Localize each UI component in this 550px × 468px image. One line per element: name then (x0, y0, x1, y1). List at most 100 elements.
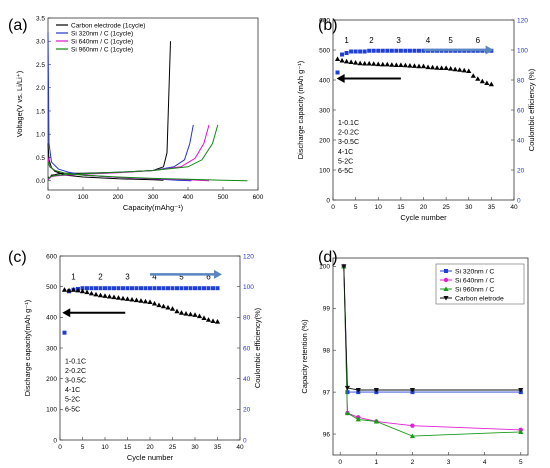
efficiency-point (211, 286, 215, 291)
plot-frame (59, 255, 241, 441)
efficiency-point (412, 48, 417, 53)
capacity-point (425, 64, 431, 70)
capacity-point (151, 300, 158, 306)
capacity-point (466, 68, 472, 73)
y-tick-label: 600 (46, 253, 57, 260)
x-tick-label: 0 (58, 444, 62, 451)
series-marker (518, 388, 524, 393)
capacity-point (339, 57, 345, 63)
y-tick-label: 300 (46, 345, 57, 352)
series-marker (344, 385, 351, 391)
rate-label: 4-1C (338, 149, 353, 156)
capacity-point (443, 65, 449, 70)
y-tick-label: 98 (323, 348, 331, 355)
efficiency-point (206, 286, 211, 291)
y-tick-label: 0 (53, 437, 57, 444)
x-tick-label: 25 (169, 444, 177, 451)
series-line (343, 266, 521, 391)
capacity-point (348, 59, 354, 64)
legend: Si 320nm / C Si 640nm / C Si 960nm / C Carb… (435, 263, 525, 305)
efficiency-point (85, 286, 89, 291)
capacity-point (138, 298, 144, 303)
y-axis-label: Discharge capacity(mAh g⁻¹) (23, 299, 32, 396)
efficiency-point (130, 286, 134, 291)
y2-tick-label: 80 (517, 77, 525, 84)
efficiency-point (107, 286, 112, 291)
capacity-point (366, 60, 372, 66)
panel-label: (c) (8, 249, 27, 266)
series-marker (443, 277, 449, 283)
capacity-point (402, 62, 408, 68)
legend-label: Si 640nm / C (455, 277, 494, 284)
y2-tick-label: 100 (517, 47, 528, 54)
legend-label: Carbon eletrode (455, 295, 504, 302)
efficiency-point (62, 330, 67, 335)
x-tick-label: 100 (78, 194, 89, 201)
series-marker (345, 390, 350, 395)
arrow-right-head (485, 45, 494, 55)
x-tick-label: 30 (465, 204, 473, 211)
x-tick-label: 40 (236, 444, 244, 451)
capacity-point (407, 63, 413, 68)
panel-b: 0 5 10 15 20 25 30 35 400100200300400500600Cycle… (296, 17, 536, 222)
segment-label: 4 (152, 273, 157, 282)
capacity-point (129, 296, 135, 302)
series-marker (341, 264, 347, 269)
capacity-point (84, 289, 90, 295)
segment-label: 6 (206, 273, 211, 282)
y-tick-label: 600 (319, 17, 330, 24)
efficiency-point (385, 48, 390, 53)
rate-label: 1-0.1C (65, 358, 86, 365)
capacity-point (389, 62, 395, 67)
y2-axis-label: Coulombic efficiency (%) (527, 68, 536, 151)
efficiency-point (193, 286, 197, 291)
y-axis-label: Discharge capacity (mAh g⁻¹) (296, 60, 305, 159)
efficiency-point (340, 52, 345, 57)
x-tick-label: 5 (81, 444, 85, 451)
efficiency-point (380, 48, 385, 53)
rate-label: 3-0.5C (338, 139, 359, 146)
x-tick-label: 300 (148, 194, 159, 201)
rate-label: 1-0.1C (338, 120, 359, 127)
panel-a: 0 100 200 300 400 500 600 0.0 0.5 1.0 1.5 2.0 2.5 3.0… (8, 15, 264, 212)
capacity-point (102, 293, 108, 298)
y-tick-label: 400 (46, 315, 57, 322)
capacity-point (439, 65, 445, 70)
legend-label: Carbon electrode (1cycle) (71, 22, 145, 29)
capacity-point (457, 67, 463, 72)
capacity-point (174, 308, 180, 314)
efficiency-point (125, 286, 130, 291)
series-marker (355, 388, 361, 393)
x-tick-label: 1 (375, 459, 379, 466)
rate-label: 5-2C (338, 158, 353, 165)
segment-label: 6 (476, 36, 481, 45)
capacity-point (115, 295, 122, 300)
y-tick-label: 3.0 (36, 39, 45, 46)
capacity-point (452, 66, 458, 72)
capacity-point (165, 304, 171, 310)
x-tick-label: 2 (411, 459, 415, 466)
efficiency-point (197, 286, 202, 291)
efficiency-point (134, 286, 139, 291)
x-tick-label: 15 (397, 204, 405, 211)
efficiency-point (335, 70, 340, 75)
segment-label: 1 (71, 273, 76, 282)
rate-label: 2-0.2C (338, 130, 359, 137)
efficiency-point (398, 48, 403, 53)
series-marker (443, 286, 449, 291)
series-line (47, 124, 194, 181)
capacity-point (156, 302, 162, 308)
y-tick-label: 0.5 (36, 155, 45, 162)
y-tick-label: 500 (46, 284, 57, 291)
segment-label: 3 (396, 36, 401, 45)
x-tick-label: 35 (488, 204, 496, 211)
legend: Carbon electrode (1cycle)Si 320nm / C (1… (56, 22, 145, 53)
capacity-point (133, 297, 140, 303)
segment-label: 1 (344, 36, 349, 45)
y2-tick-label: 20 (517, 167, 525, 174)
segment-label: 5 (448, 36, 453, 45)
capacity-point (429, 64, 436, 70)
x-tick-label: 500 (218, 194, 229, 201)
capacity-point (75, 287, 81, 293)
y2-tick-label: 80 (243, 315, 251, 322)
